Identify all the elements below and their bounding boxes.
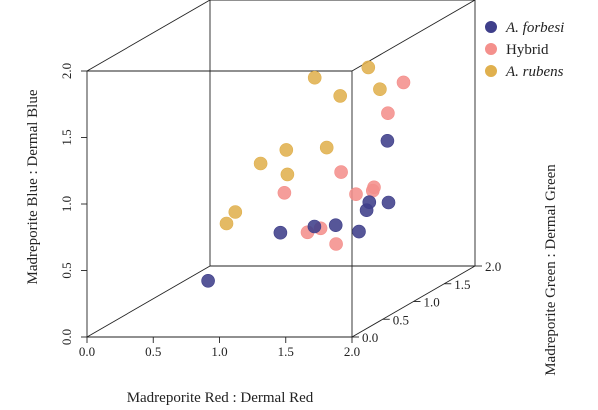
x-tick-label: 0.0 xyxy=(79,344,95,359)
z-tick-label: 2.0 xyxy=(485,259,501,274)
point-series-1 xyxy=(277,186,292,200)
legend: A. forbesi Hybrid A. rubens xyxy=(485,20,564,80)
plot-box xyxy=(86,0,476,338)
point-series-1 xyxy=(365,183,380,198)
z-axis-label: Madreporite Green : Dermal Green xyxy=(543,164,559,376)
point-series-2 xyxy=(219,216,234,231)
y-tick-label: 2.0 xyxy=(59,63,74,79)
point-series-1 xyxy=(396,75,411,90)
legend-marker xyxy=(485,43,497,55)
point-series-2 xyxy=(373,82,387,96)
z-tick-label: 1.5 xyxy=(454,277,470,292)
x-tick-label: 0.5 xyxy=(145,344,161,359)
point-series-2 xyxy=(253,156,268,171)
z-tick-label: 1.0 xyxy=(424,295,440,310)
legend-marker xyxy=(485,65,497,77)
point-series-0 xyxy=(352,224,366,239)
point-series-2 xyxy=(228,205,243,219)
point-series-1 xyxy=(334,165,348,179)
y-tick-label: 0.5 xyxy=(59,262,74,278)
box-edge xyxy=(86,0,211,72)
x-tick-label: 1.0 xyxy=(211,344,227,359)
point-series-0 xyxy=(328,218,343,232)
point-series-0 xyxy=(307,219,322,234)
point-series-0 xyxy=(381,195,396,210)
box-edge xyxy=(351,0,476,72)
z-tick-label: 0.0 xyxy=(362,330,378,345)
y-axis-label: Madreporite Blue : Dermal Blue xyxy=(25,89,41,284)
point-series-1 xyxy=(349,187,363,201)
y-tick-label: 0.0 xyxy=(59,329,74,345)
y-tick-label: 1.0 xyxy=(59,196,74,212)
legend-marker xyxy=(485,21,497,33)
legend-label: A. rubens xyxy=(505,64,564,80)
z-tick-label: 0.5 xyxy=(393,312,409,327)
x-axis-label: Madreporite Red : Dermal Red xyxy=(127,390,314,406)
box-edge xyxy=(86,265,211,338)
point-series-0 xyxy=(201,273,215,288)
x-tick-label: 1.5 xyxy=(278,344,294,359)
point-series-0 xyxy=(273,225,288,240)
point-series-0 xyxy=(362,195,377,209)
data-points xyxy=(201,60,411,288)
axis-ticks: 0.0 0.5 1.0 1.5 2.00.00.51.01.52.00.00.51.01… xyxy=(59,63,501,359)
point-series-2 xyxy=(319,140,334,155)
point-series-2 xyxy=(307,70,322,85)
y-tick-label: 1.5 xyxy=(59,129,74,145)
x-tick-label: 2.0 xyxy=(344,344,360,359)
point-series-2 xyxy=(279,143,294,157)
point-series-1 xyxy=(329,237,343,251)
point-series-0 xyxy=(380,134,395,148)
point-series-1 xyxy=(381,106,395,120)
point-series-2 xyxy=(361,60,376,75)
legend-label: A. forbesi xyxy=(505,20,564,36)
point-series-2 xyxy=(333,89,348,103)
point-series-2 xyxy=(280,167,295,182)
legend-label: Hybrid xyxy=(506,42,549,58)
